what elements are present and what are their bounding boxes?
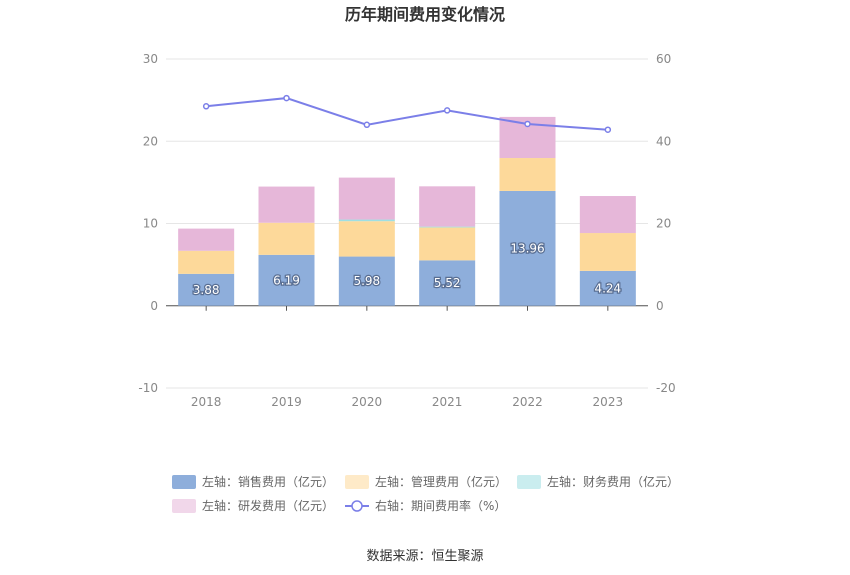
x-tick-label: 2020 <box>352 395 383 409</box>
bar-finance <box>338 219 395 222</box>
bar-sales <box>338 256 395 306</box>
legend-label-sales: 左轴：销售费用（亿元） <box>202 474 334 489</box>
data-label-sales: 13.96 <box>510 241 544 255</box>
grid-lines <box>166 58 648 389</box>
legend-swatch-rnd <box>172 499 196 513</box>
bar-rnd <box>178 228 235 251</box>
data-label-sales: 5.52 <box>434 276 461 290</box>
right-tick-label: 40 <box>656 134 671 148</box>
line-series <box>202 94 612 133</box>
bar-admin <box>499 158 556 191</box>
bar-sales <box>419 260 476 306</box>
bar-sales <box>178 273 235 306</box>
left-tick-label: 20 <box>143 134 158 148</box>
bar-admin <box>258 222 315 255</box>
bar-admin <box>338 221 395 257</box>
left-tick-label: 30 <box>143 52 158 66</box>
x-tick-label: 2021 <box>432 395 463 409</box>
bar-rnd <box>419 186 476 227</box>
line-point <box>202 103 210 110</box>
bar-sales <box>499 190 556 306</box>
x-tick-label: 2022 <box>512 395 543 409</box>
bar-admin <box>419 227 476 261</box>
legend-label-rate_line: 右轴：期间费用率（%） <box>375 498 506 513</box>
bar-rnd <box>258 186 315 223</box>
right-tick-label: 20 <box>656 217 671 231</box>
bar-rnd <box>338 177 395 220</box>
line-point <box>604 126 612 133</box>
bar-rnd <box>579 196 636 234</box>
data-label-sales: 4.24 <box>594 281 621 295</box>
legend-swatch-marker <box>351 500 363 512</box>
legend-swatch-finance <box>517 475 541 489</box>
line-point <box>363 121 371 129</box>
chart-title: 历年期间费用变化情况 <box>345 5 505 24</box>
bar-sales <box>579 270 636 306</box>
bar-admin <box>579 233 636 271</box>
data-label-sales: 6.19 <box>273 273 300 287</box>
legend-swatch-sales <box>172 475 196 489</box>
bar-admin <box>178 250 235 274</box>
legend-label-finance: 左轴：财务费用（亿元） <box>547 474 679 489</box>
x-tick-label: 2018 <box>191 395 222 409</box>
x-tick-label: 2023 <box>593 395 624 409</box>
source-note: 数据来源：恒生聚源 <box>366 549 483 564</box>
x-tick-label: 2019 <box>271 395 302 409</box>
legend: 左轴：销售费用（亿元） 左轴：管理费用（亿元） 左轴：财务费用（亿元） 左轴：研发费用… <box>172 474 679 513</box>
data-labels: 3.88 6.19 5.98 5.52 13.96 4.24 <box>192 240 623 298</box>
data-label-sales: 5.98 <box>353 274 380 288</box>
line-point <box>283 94 290 102</box>
legend-label-rnd: 左轴：研发费用（亿元） <box>202 498 334 513</box>
right-tick-label: -20 <box>656 381 676 395</box>
line-point <box>443 107 451 114</box>
data-label-sales: 3.88 <box>193 283 220 297</box>
bar-series <box>178 116 636 306</box>
bar-sales <box>258 254 315 306</box>
right-tick-label: 60 <box>656 52 671 66</box>
line-point <box>524 120 531 128</box>
left-tick-label: 10 <box>143 217 158 231</box>
line-rate_line <box>206 97 608 131</box>
left-tick-label: 0 <box>150 299 158 313</box>
bar-finance <box>419 226 476 228</box>
legend-label-admin: 左轴：管理费用（亿元） <box>375 474 507 489</box>
legend-swatch-admin <box>345 475 369 489</box>
right-tick-label: 0 <box>656 299 664 313</box>
left-tick-label: -10 <box>138 381 158 395</box>
